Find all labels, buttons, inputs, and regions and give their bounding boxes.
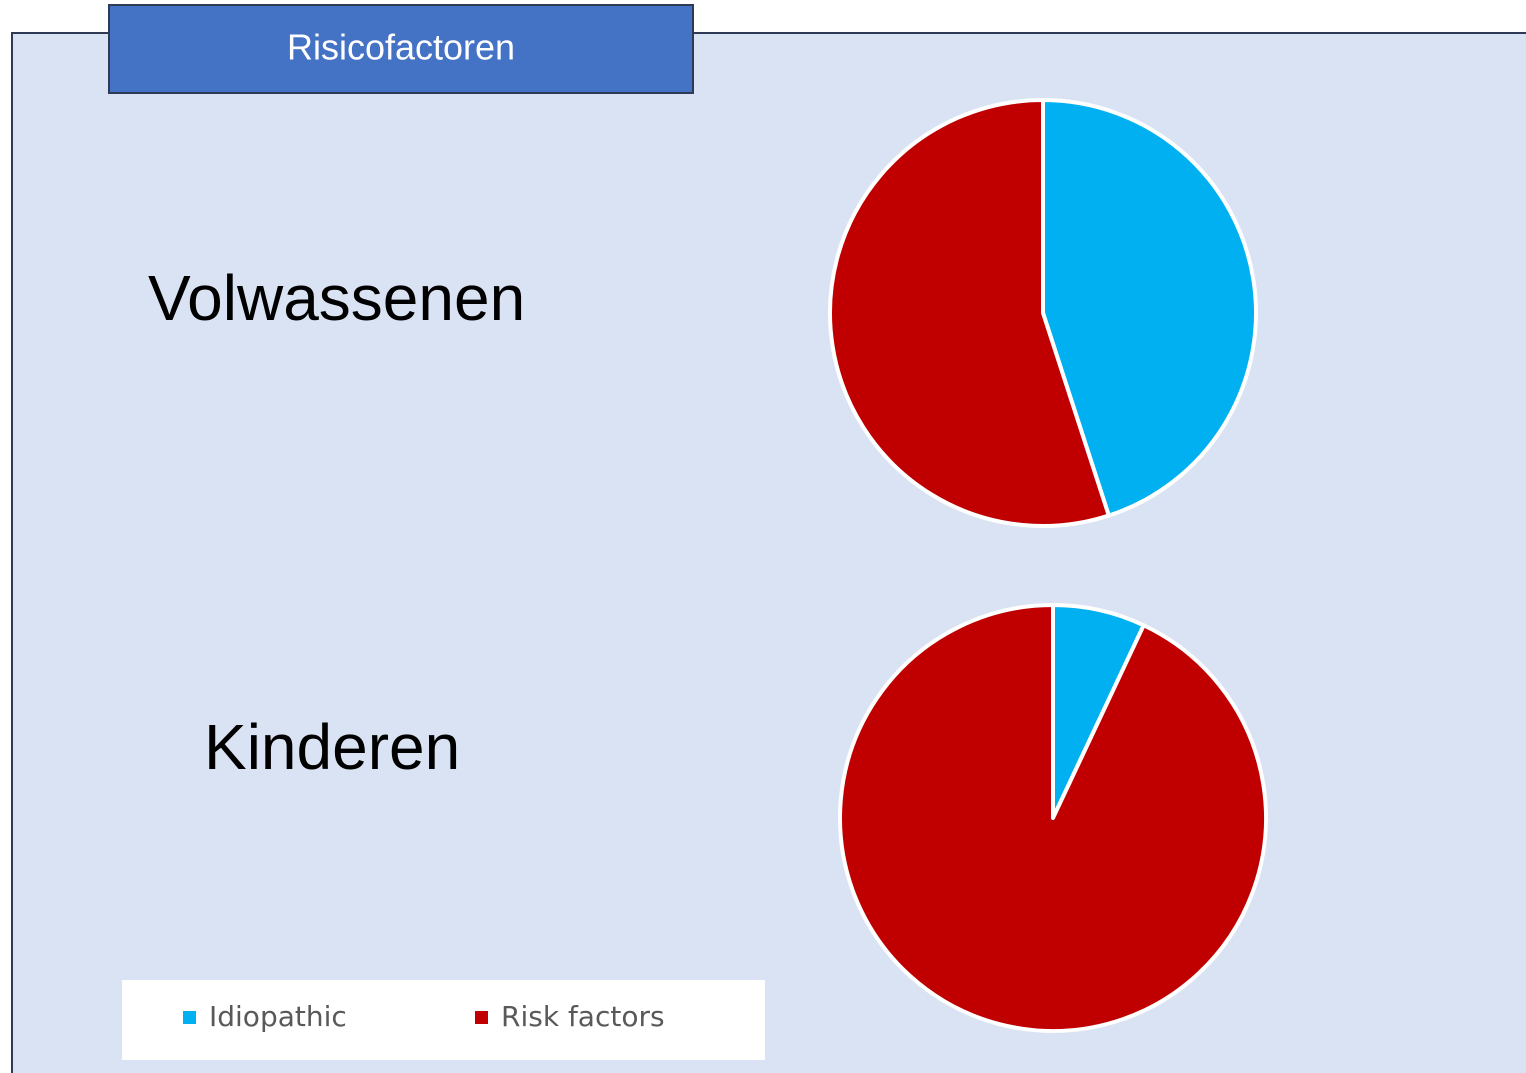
panel <box>11 32 1526 1073</box>
pie-slice <box>828 98 1111 528</box>
legend-label: Idiopathic <box>209 1000 347 1033</box>
header-box <box>108 4 694 94</box>
legend-label: Risk factors <box>501 1000 665 1033</box>
group-label: Kinderen <box>204 711 460 783</box>
slide-title: Risicofactoren <box>287 27 515 68</box>
legend-swatch <box>183 1011 196 1024</box>
legend-box <box>122 980 765 1060</box>
pie-slice <box>838 603 1268 1033</box>
group-label: Volwassenen <box>148 262 525 334</box>
legend-swatch <box>475 1011 488 1024</box>
pie-slice <box>1041 98 1258 518</box>
legend: Idiopathic Risk factors <box>183 1000 665 1033</box>
